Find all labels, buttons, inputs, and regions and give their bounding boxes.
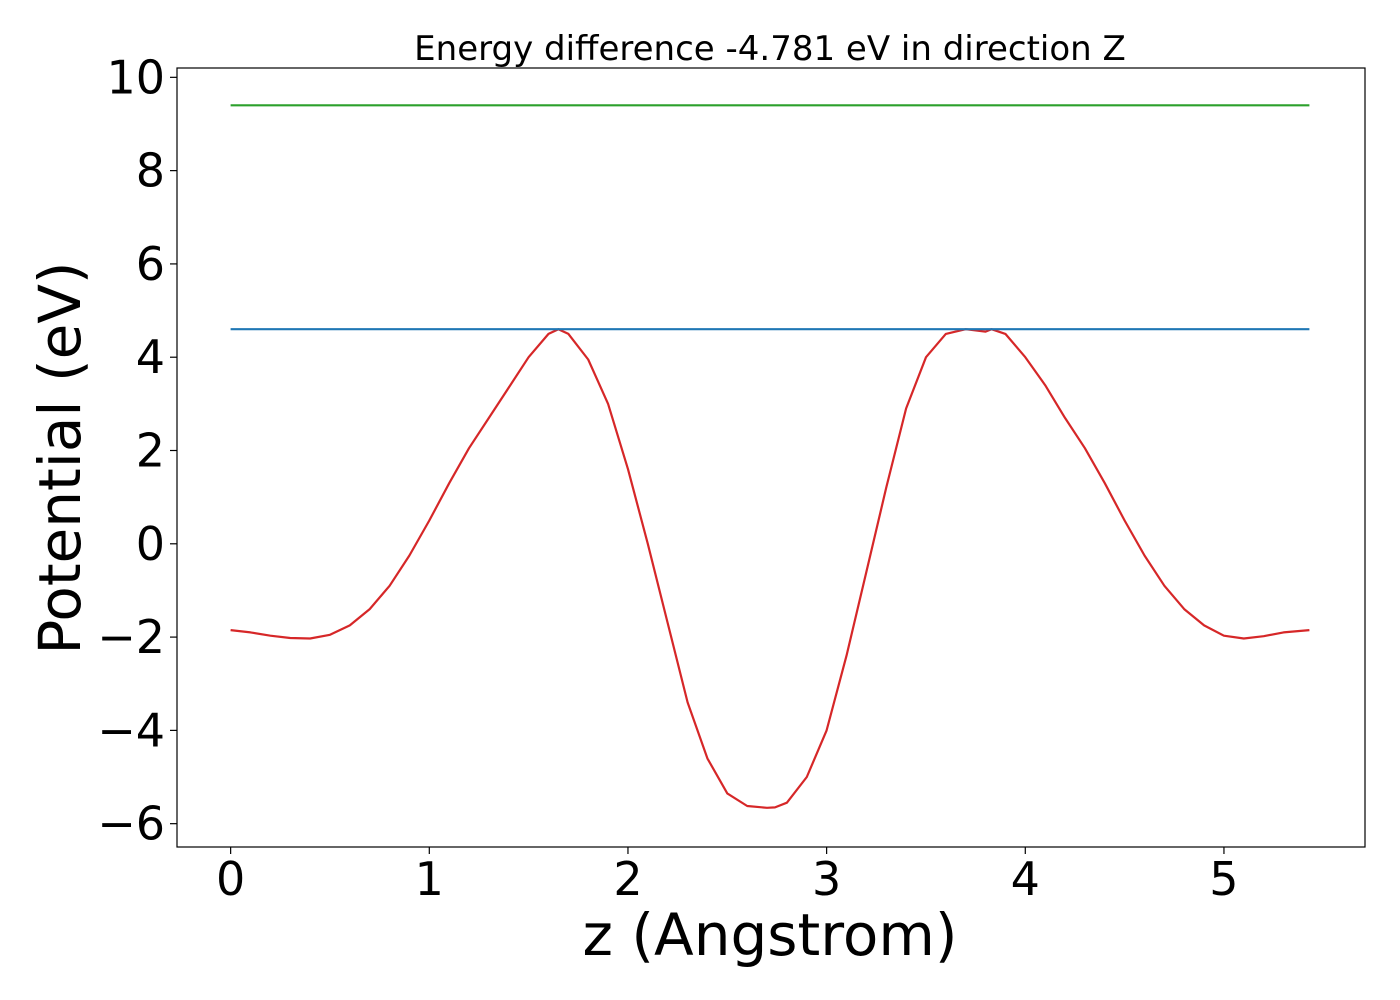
y-tick-label: 8 bbox=[136, 144, 165, 198]
y-tick-label: −4 bbox=[97, 703, 165, 757]
y-axis: −6 −4 −2 0 2 4 6 8 10 bbox=[97, 50, 177, 851]
y-axis-label: Potential (eV) bbox=[26, 261, 94, 654]
y-tick-label: −2 bbox=[97, 610, 165, 664]
series-line-1 bbox=[230, 328, 1310, 809]
x-axis: 0 1 2 3 4 5 bbox=[216, 847, 1239, 906]
y-tick-label: 2 bbox=[136, 424, 165, 478]
x-tick-label: 0 bbox=[216, 852, 245, 906]
plot-frame bbox=[176, 67, 1366, 848]
x-axis-label: z (Angstrom) bbox=[583, 901, 958, 969]
x-tick-label: 2 bbox=[613, 852, 642, 906]
y-tick-label: 0 bbox=[136, 517, 165, 571]
y-tick-label: 10 bbox=[106, 50, 165, 104]
x-tick-label: 3 bbox=[812, 852, 841, 906]
y-tick-label: −6 bbox=[97, 797, 165, 851]
x-tick-label: 5 bbox=[1209, 852, 1238, 906]
y-tick-label: 6 bbox=[136, 237, 165, 291]
x-tick-label: 1 bbox=[415, 852, 444, 906]
x-tick-label: 4 bbox=[1011, 852, 1040, 906]
chart-title: Energy difference -4.781 eV in direction… bbox=[414, 29, 1126, 69]
series-layer bbox=[230, 104, 1310, 809]
y-tick-label: 4 bbox=[136, 330, 165, 384]
